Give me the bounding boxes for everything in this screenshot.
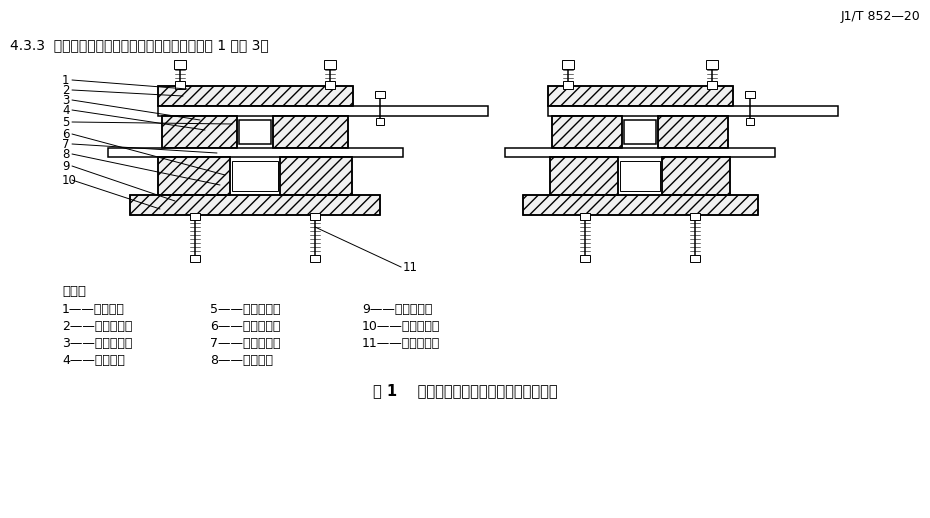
Bar [158,106,488,116]
Bar [158,86,353,106]
Bar [232,161,278,191]
Bar [376,118,384,125]
Bar [158,157,230,195]
Bar [174,60,186,69]
Bar [239,120,271,144]
Bar [280,157,352,195]
Bar [310,213,320,220]
Text: 6: 6 [62,127,70,140]
Text: 3: 3 [62,94,70,107]
Text: 2: 2 [62,83,70,96]
Text: 9: 9 [62,160,70,172]
Bar [690,213,700,220]
Text: 9——减震滑板；: 9——减震滑板； [362,303,432,316]
Text: 4: 4 [62,104,70,117]
Text: 7——隔震挡块；: 7——隔震挡块； [210,337,281,350]
Bar [325,81,335,89]
Bar [130,195,380,215]
Text: J1/T 852—20: J1/T 852—20 [840,10,920,23]
Text: 8——剪力销；: 8——剪力销； [210,354,273,367]
Text: 7: 7 [62,137,70,151]
Bar [130,195,380,215]
Bar [375,91,385,98]
Bar [108,148,403,157]
Bar [580,255,590,262]
Bar [548,86,733,106]
Text: 3——球冠衬板；: 3——球冠衬板； [62,337,132,350]
Bar [690,255,700,262]
Text: 4.3.3  摩擦摇式减隔震支座各支座结构示意图见图 1 ～图 3。: 4.3.3 摩擦摇式减隔震支座各支座结构示意图见图 1 ～图 3。 [10,38,269,52]
Bar [707,81,717,89]
Text: 10——减震底座；: 10——减震底座； [362,320,441,333]
Bar [658,116,728,148]
Bar [620,161,660,191]
Bar [523,195,758,215]
Text: 1: 1 [62,74,70,87]
Bar [745,91,755,98]
Bar [548,86,733,106]
Bar [658,116,728,148]
Bar [162,116,237,148]
Text: 2——平面滑板；: 2——平面滑板； [62,320,132,333]
Bar [280,157,352,195]
Bar [580,213,590,220]
Bar [162,116,237,148]
Bar [552,116,622,148]
Text: 1——上座板；: 1——上座板； [62,303,125,316]
Bar [746,118,754,125]
Text: 4——防尘圈；: 4——防尘圈； [62,354,125,367]
Bar [158,86,353,106]
Text: 11: 11 [403,261,418,274]
Bar [523,195,758,215]
Bar [190,213,200,220]
Bar [562,60,574,69]
Text: 5——球面滑板；: 5——球面滑板； [210,303,281,316]
Text: 图 1    固定摩擦摇式减隔震支座结构示意图: 图 1 固定摩擦摇式减隔震支座结构示意图 [373,383,557,398]
Text: 说明：: 说明： [62,285,86,298]
Bar [552,116,622,148]
Bar [706,60,718,69]
Bar [624,120,656,144]
Bar [273,116,348,148]
Bar [175,81,185,89]
Bar [310,255,320,262]
Bar [273,116,348,148]
Bar [550,157,618,195]
Bar [324,60,336,69]
Text: 11——螺栓套筒。: 11——螺栓套筒。 [362,337,440,350]
Bar [505,148,775,157]
Bar [550,157,618,195]
Text: 8: 8 [62,148,70,161]
Text: 6——减震球摇；: 6——减震球摇； [210,320,280,333]
Bar [662,157,730,195]
Text: 10: 10 [62,174,77,186]
Bar [548,106,838,116]
Bar [662,157,730,195]
Bar [190,255,200,262]
Bar [563,81,573,89]
Bar [158,157,230,195]
Text: 5: 5 [62,116,70,128]
